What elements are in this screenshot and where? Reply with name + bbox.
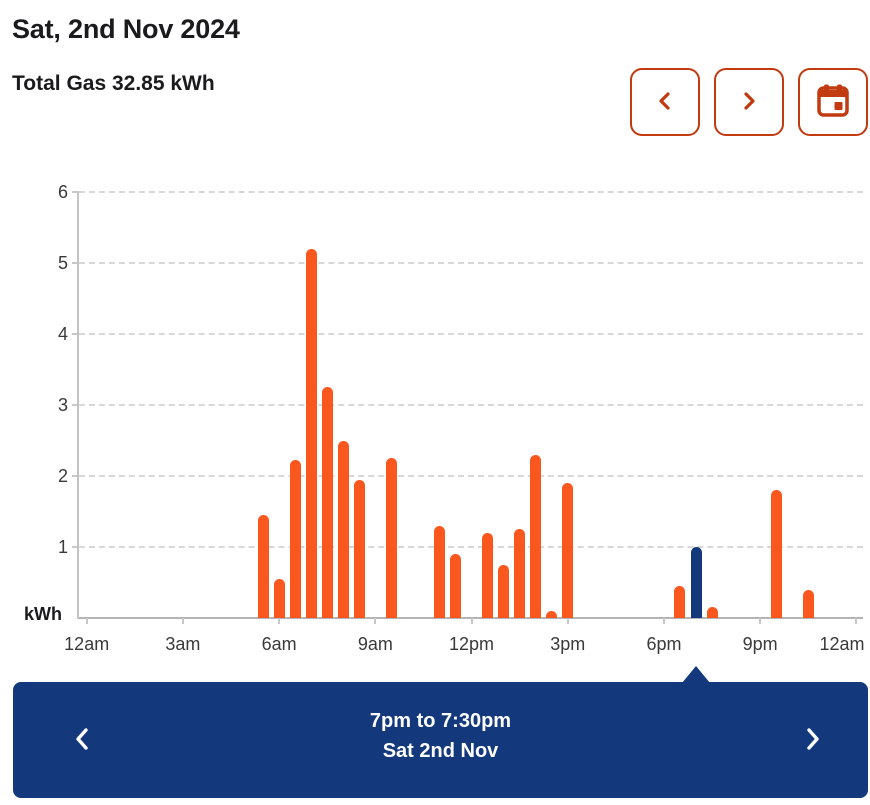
usage-bar[interactable] (562, 483, 574, 618)
y-axis-tick (72, 546, 79, 548)
chevron-left-icon (73, 726, 91, 755)
x-axis-label: 3pm (550, 634, 586, 654)
usage-bar[interactable] (674, 586, 686, 618)
gridline (79, 475, 863, 477)
usage-bar[interactable] (321, 387, 333, 618)
y-axis-tick (72, 333, 79, 335)
gridline (79, 262, 863, 264)
y-axis-line (77, 192, 79, 619)
y-axis-label: 4 (57, 324, 68, 344)
selected-date: Sat 2nd Nov (382, 740, 499, 762)
chevron-left-icon (653, 89, 677, 116)
y-axis-label: 2 (57, 466, 68, 486)
gridline (79, 191, 863, 193)
x-axis-label: 6pm (646, 634, 682, 654)
previous-slot-button[interactable] (59, 682, 105, 798)
usage-bar[interactable] (353, 479, 365, 618)
usage-bar[interactable] (385, 458, 397, 618)
y-axis-unit-label: kWh (24, 604, 62, 624)
x-axis-tick (374, 618, 377, 624)
selection-banner: 7pm to 7:30pm Sat 2nd Nov (13, 682, 868, 798)
usage-bar[interactable] (482, 532, 494, 618)
banner-pointer (682, 666, 711, 683)
x-axis-tick (855, 618, 858, 624)
x-axis-tick (470, 618, 473, 624)
usage-bar[interactable] (337, 440, 349, 618)
usage-bar[interactable] (257, 515, 269, 618)
usage-bar[interactable] (305, 248, 317, 618)
x-axis-tick (181, 618, 184, 624)
x-axis-label: 12pm (449, 634, 495, 654)
usage-bar[interactable] (450, 554, 461, 618)
y-axis-tick (72, 404, 79, 406)
date-navigation-toolbar (630, 68, 868, 136)
y-axis-label: 3 (57, 395, 68, 415)
x-axis-label: 3am (165, 634, 201, 654)
calendar-button[interactable] (798, 68, 868, 136)
usage-bar[interactable] (802, 589, 814, 618)
usage-bar[interactable] (273, 578, 285, 618)
usage-bar[interactable] (706, 607, 718, 618)
gridline (79, 333, 863, 335)
usage-bar[interactable] (514, 529, 526, 618)
y-axis-label: 5 (57, 253, 68, 273)
y-axis-tick (72, 475, 79, 477)
usage-bar[interactable] (530, 454, 542, 618)
y-axis-label: 1 (57, 537, 68, 557)
x-axis-tick (662, 618, 665, 624)
selected-time-range: 7pm to 7:30pm (369, 710, 512, 732)
chevron-right-icon (804, 726, 822, 755)
usage-bar[interactable] (498, 564, 510, 618)
usage-bar[interactable] (546, 610, 558, 618)
x-axis-tick (566, 618, 569, 624)
next-day-button[interactable] (714, 68, 784, 136)
selection-details: 7pm to 7:30pm Sat 2nd Nov (13, 706, 868, 766)
x-axis-label: 12am (64, 634, 110, 654)
x-axis-tick (85, 618, 88, 624)
gridline (79, 546, 863, 548)
page-title: Sat, 2nd Nov 2024 (12, 14, 240, 44)
x-axis-tick (278, 618, 281, 624)
total-usage-label: Total Gas 32.85 kWh (12, 72, 215, 95)
usage-bar[interactable] (770, 490, 782, 618)
y-axis-tick (72, 191, 79, 193)
usage-bar-selected[interactable] (690, 547, 702, 618)
usage-bar[interactable] (289, 460, 301, 618)
previous-day-button[interactable] (630, 68, 700, 136)
x-axis-label: 6am (261, 634, 297, 654)
x-axis-label: 12am (819, 634, 865, 654)
chevron-right-icon (737, 89, 761, 116)
y-axis-tick (72, 262, 79, 264)
x-axis-tick (759, 618, 762, 624)
next-slot-button[interactable] (790, 682, 836, 798)
calendar-icon (814, 82, 852, 123)
x-axis-label: 9am (357, 634, 393, 654)
x-axis-label: 9pm (742, 634, 778, 654)
usage-bar[interactable] (433, 525, 445, 618)
y-axis-label: 6 (57, 182, 68, 202)
gridline (79, 404, 863, 406)
